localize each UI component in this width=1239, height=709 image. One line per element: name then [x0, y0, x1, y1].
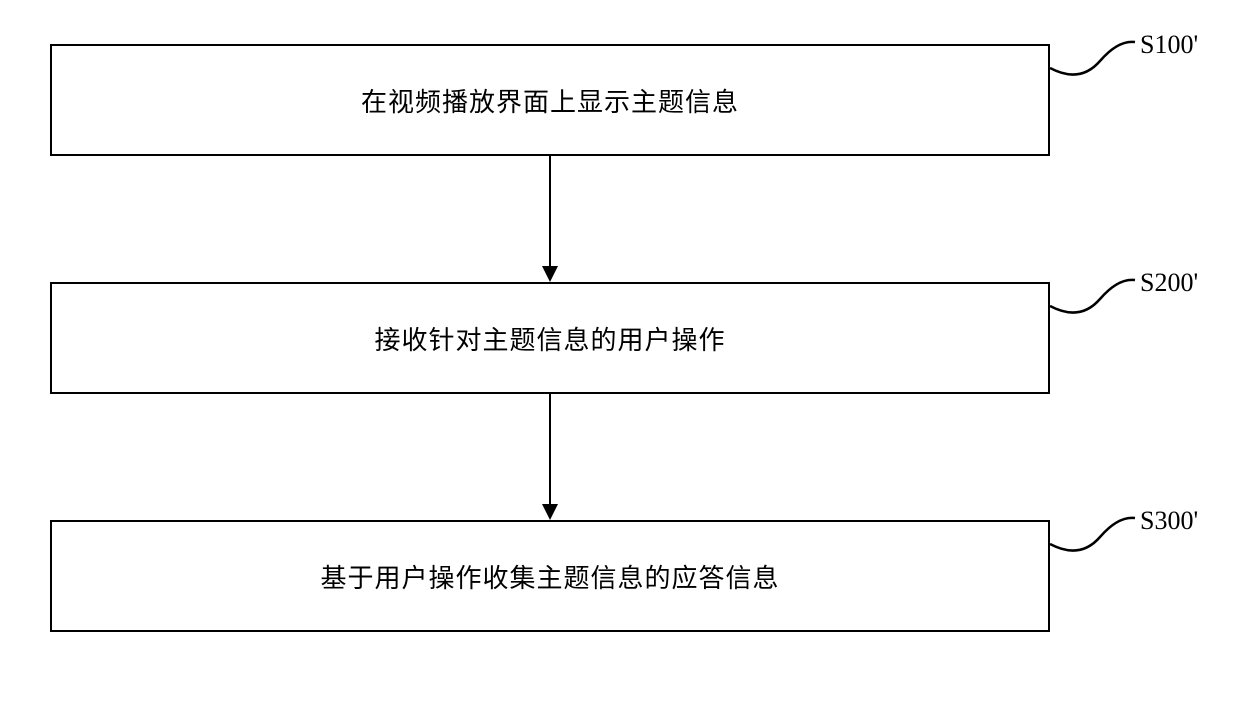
arrow-line-1	[549, 156, 551, 266]
arrow-head-2	[542, 504, 558, 520]
flow-box-text-s200: 接收针对主题信息的用户操作	[374, 320, 725, 357]
arrow-head-1	[542, 266, 558, 282]
flow-box-text-s100: 在视频播放界面上显示主题信息	[361, 82, 739, 119]
flow-box-s200: 接收针对主题信息的用户操作	[50, 282, 1050, 394]
connector-curve-s200	[1050, 264, 1140, 324]
connector-curve-s100	[1050, 26, 1140, 86]
connector-curve-s300	[1050, 502, 1140, 562]
step-label-s200: S200'	[1140, 268, 1198, 298]
flow-box-s100: 在视频播放界面上显示主题信息	[50, 44, 1050, 156]
step-label-s100: S100'	[1140, 30, 1198, 60]
flow-box-s300: 基于用户操作收集主题信息的应答信息	[50, 520, 1050, 632]
arrow-line-2	[549, 394, 551, 504]
flowchart-container: 在视频播放界面上显示主题信息 S100' 接收针对主题信息的用户操作 S200'…	[0, 0, 1239, 709]
step-label-s300: S300'	[1140, 506, 1198, 536]
flow-box-text-s300: 基于用户操作收集主题信息的应答信息	[320, 558, 779, 595]
